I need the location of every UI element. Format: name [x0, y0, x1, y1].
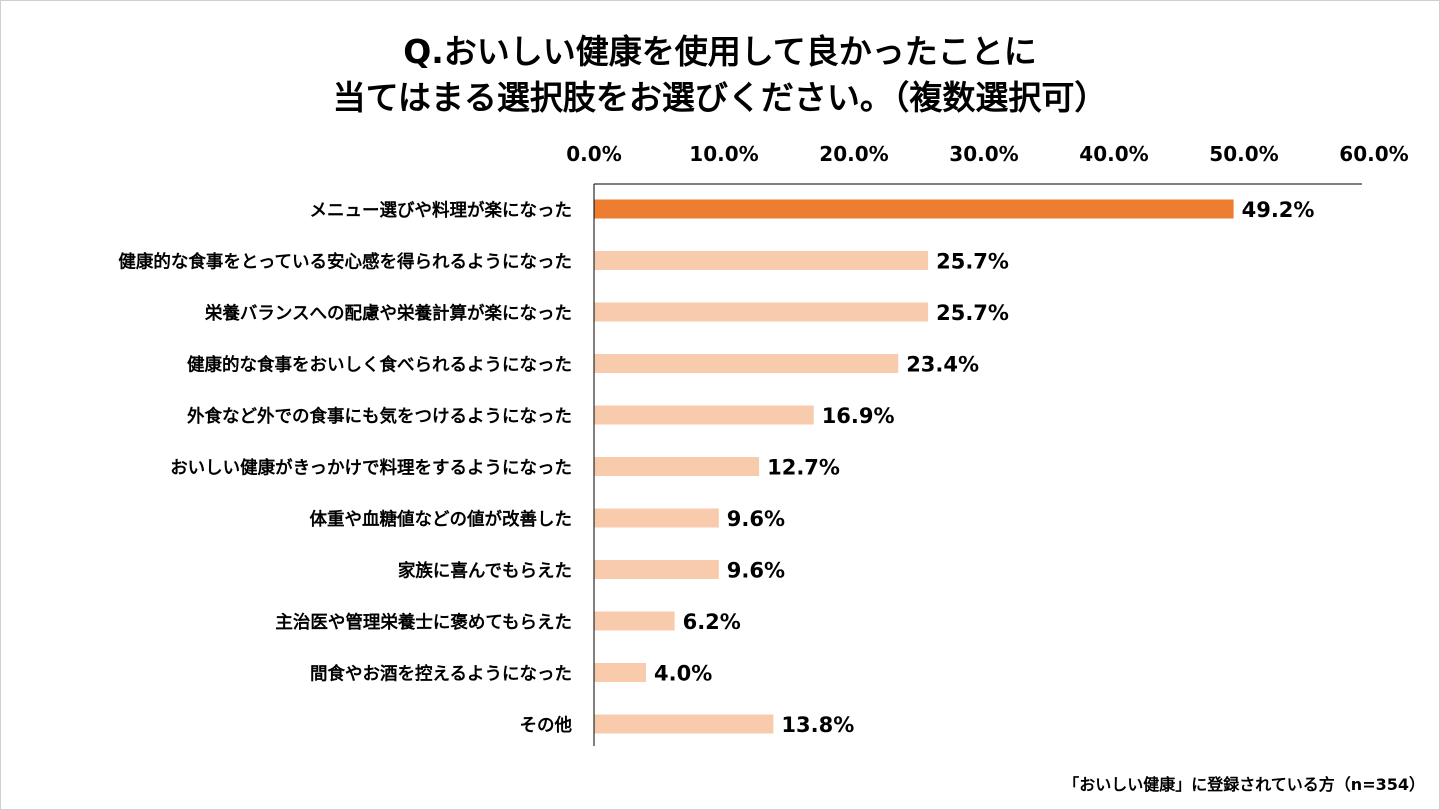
- bar: [594, 714, 774, 734]
- category-label: 健康的な食事をとっている安心感を得られるようになった: [118, 252, 572, 273]
- x-tick-label: 40.0%: [1079, 142, 1148, 166]
- x-tick-label: 50.0%: [1209, 142, 1278, 166]
- data-label: 49.2%: [1242, 198, 1315, 222]
- data-label: 16.9%: [822, 404, 895, 428]
- x-tick-label: 0.0%: [566, 142, 621, 166]
- bar: [594, 405, 814, 425]
- data-label: 12.7%: [767, 456, 840, 480]
- category-label: 体重や血糖値などの値が改善した: [310, 509, 573, 530]
- x-tick-label: 20.0%: [819, 142, 888, 166]
- category-label: おいしい健康がきっかけで料理をするようになった: [170, 458, 572, 479]
- bar: [594, 611, 675, 631]
- data-label: 13.8%: [781, 713, 854, 737]
- data-label: 9.6%: [727, 559, 785, 583]
- data-label: 6.2%: [683, 610, 741, 634]
- bar: [594, 251, 929, 270]
- data-label: 25.7%: [936, 301, 1009, 325]
- x-tick-label: 10.0%: [689, 142, 758, 166]
- x-tick-label: 30.0%: [949, 142, 1018, 166]
- bar: [594, 560, 719, 579]
- bar: [594, 508, 719, 528]
- category-label: 主治医や管理栄養士に褒めてもらえた: [275, 612, 572, 633]
- category-label: 外食など外での食事にも気をつけるようになった: [187, 406, 572, 427]
- bar: [594, 199, 1234, 219]
- x-tick-label: 60.0%: [1339, 142, 1408, 166]
- category-label: 家族に喜んでもらえた: [398, 561, 572, 582]
- category-label: その他: [520, 715, 573, 736]
- data-label: 9.6%: [727, 507, 785, 531]
- category-label: 栄養バランスへの配慮や栄養計算が楽になった: [204, 303, 572, 324]
- data-label: 23.4%: [906, 353, 979, 377]
- bar: [594, 302, 929, 322]
- data-label: 4.0%: [654, 662, 712, 686]
- bar: [594, 663, 646, 682]
- chart-title-line-2: 当てはまる選択肢をお選びください。（複数選択可）: [332, 78, 1108, 117]
- category-label: 健康的な食事をおいしく食べられるようになった: [187, 355, 572, 376]
- bar: [594, 354, 899, 373]
- chart-title: Q.おいしい健康を使用して良かったことに 当てはまる選択肢をお選びください。（複…: [1, 29, 1439, 121]
- category-label: 間食やお酒を控えるようになった: [310, 664, 572, 685]
- data-label: 25.7%: [936, 250, 1009, 274]
- category-label: メニュー選びや料理が楽になった: [310, 200, 573, 221]
- bar: [594, 457, 760, 476]
- chart-title-line-1: Q.おいしい健康を使用して良かったことに: [403, 32, 1037, 71]
- sample-footnote: 「おいしい健康」に登録されている方（n=354）: [1063, 775, 1425, 794]
